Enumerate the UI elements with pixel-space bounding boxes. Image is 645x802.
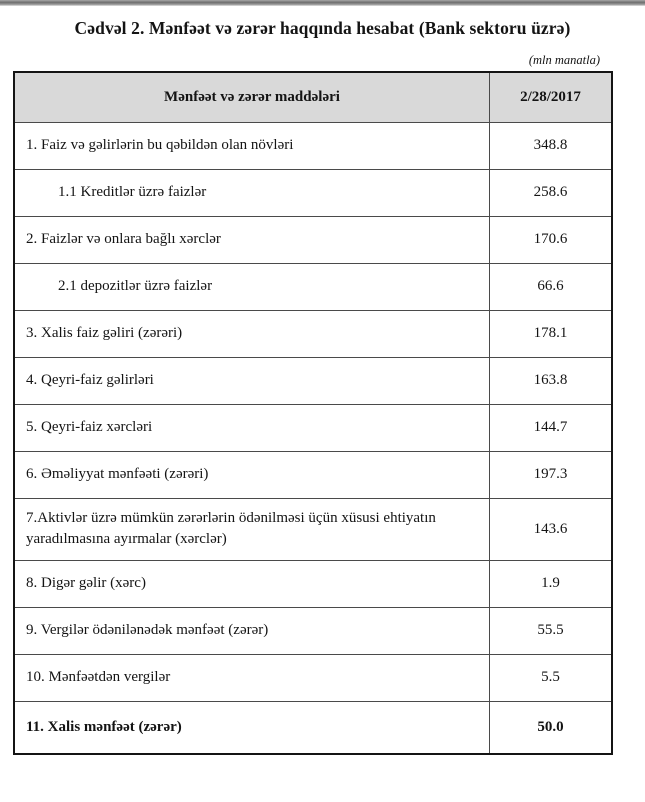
row-label: 4. Qeyri-faiz gəlirləri <box>13 356 490 405</box>
top-divider-bar <box>0 0 645 6</box>
row-label: 2. Faizlər və onlara bağlı xərclər <box>13 215 490 264</box>
row-value: 1.9 <box>489 559 613 608</box>
page-title: Cədvəl 2. Mənfəət və zərər haqqında hesa… <box>74 18 571 38</box>
table-row: 1. Faiz və gəlirlərin bu qəbildən olan n… <box>13 121 613 170</box>
table-row: 7.Aktivlər üzrə mümkün zərərlərin ödənil… <box>13 497 613 561</box>
row-label: 1. Faiz və gəlirlərin bu qəbildən olan n… <box>13 121 490 170</box>
table-header-row: Mənfəət və zərər maddələri 2/28/2017 <box>13 71 613 123</box>
row-value: 5.5 <box>489 653 613 702</box>
row-label: 1.1 Kreditlər üzrə faizlər <box>13 168 490 217</box>
row-value: 50.0 <box>489 700 613 755</box>
row-value: 258.6 <box>489 168 613 217</box>
row-label: 5. Qeyri-faiz xərcləri <box>13 403 490 452</box>
table-row: 3. Xalis faiz gəliri (zərəri) 178.1 <box>13 309 613 358</box>
table-row: 10. Mənfəətdən vergilər 5.5 <box>13 653 613 702</box>
row-label: 2.1 depozitlər üzrə faizlər <box>13 262 490 311</box>
row-value: 163.8 <box>489 356 613 405</box>
table-row: 11. Xalis mənfəət (zərər) 50.0 <box>13 700 613 755</box>
profit-loss-table: Mənfəət və zərər maddələri 2/28/2017 1. … <box>13 71 613 755</box>
row-label: 11. Xalis mənfəət (zərər) <box>13 700 490 755</box>
row-value: 66.6 <box>489 262 613 311</box>
row-value: 197.3 <box>489 450 613 499</box>
unit-note: (mln manatla) <box>528 53 600 67</box>
table-header: Mənfəət və zərər maddələri 2/28/2017 <box>13 71 613 123</box>
row-label: 6. Əməliyyat mənfəəti (zərəri) <box>13 450 490 499</box>
table-row: 4. Qeyri-faiz gəlirləri 163.8 <box>13 356 613 405</box>
table-row: 2.1 depozitlər üzrə faizlər 66.6 <box>13 262 613 311</box>
row-value: 170.6 <box>489 215 613 264</box>
row-label: 9. Vergilər ödənilənədək mənfəət (zərər) <box>13 606 490 655</box>
row-value: 348.8 <box>489 121 613 170</box>
row-value: 144.7 <box>489 403 613 452</box>
table-row: 6. Əməliyyat mənfəəti (zərəri) 197.3 <box>13 450 613 499</box>
table-row: 2. Faizlər və onlara bağlı xərclər 170.6 <box>13 215 613 264</box>
table-row: 5. Qeyri-faiz xərcləri 144.7 <box>13 403 613 452</box>
row-value: 178.1 <box>489 309 613 358</box>
row-label: 8. Digər gəlir (xərc) <box>13 559 490 608</box>
row-value: 55.5 <box>489 606 613 655</box>
table-row: 9. Vergilər ödənilənədək mənfəət (zərər)… <box>13 606 613 655</box>
header-cell-items: Mənfəət və zərər maddələri <box>13 71 490 123</box>
header-cell-date: 2/28/2017 <box>489 71 613 123</box>
row-label: 3. Xalis faiz gəliri (zərəri) <box>13 309 490 358</box>
row-label: 10. Mənfəətdən vergilər <box>13 653 490 702</box>
row-label: 7.Aktivlər üzrə mümkün zərərlərin ödənil… <box>13 497 490 561</box>
table-body: 1. Faiz və gəlirlərin bu qəbildən olan n… <box>13 121 613 755</box>
row-value: 143.6 <box>489 497 613 561</box>
table-row: 8. Digər gəlir (xərc) 1.9 <box>13 559 613 608</box>
table-row: 1.1 Kreditlər üzrə faizlər 258.6 <box>13 168 613 217</box>
